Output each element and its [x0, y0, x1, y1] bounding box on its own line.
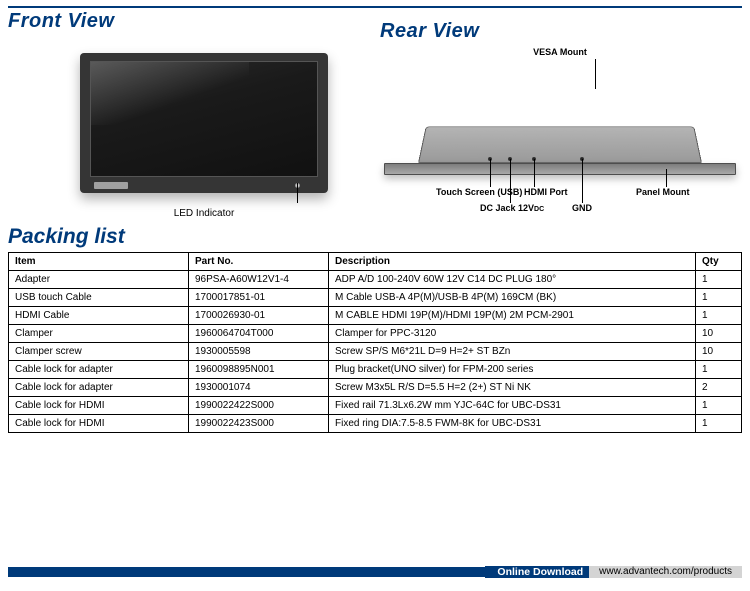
packing-list-table: Item Part No. Description Qty Adapter96P… [8, 252, 742, 433]
cell-desc: Fixed ring DIA:7.5-8.5 FWM-8K for UBC-DS… [329, 415, 696, 433]
touch-screen-label: Touch Screen (USB) [436, 187, 522, 197]
cell-item: Cable lock for adapter [9, 361, 189, 379]
cell-item: USB touch Cable [9, 289, 189, 307]
dc-jack-label: DC Jack 12VDC [480, 203, 544, 213]
cell-desc: Plug bracket(UNO silver) for FPM-200 ser… [329, 361, 696, 379]
cell-part: 1930001074 [189, 379, 329, 397]
cell-desc: ADP A/D 100-240V 60W 12V C14 DC PLUG 180… [329, 271, 696, 289]
gnd-label: GND [572, 203, 592, 213]
cell-part: 1700017851-01 [189, 289, 329, 307]
panel-mount-label: Panel Mount [636, 187, 690, 197]
cell-qty: 1 [696, 397, 742, 415]
cell-desc: Clamper for PPC-3120 [329, 325, 696, 343]
cell-part: 1960064704T000 [189, 325, 329, 343]
online-download-label: Online Download [485, 566, 589, 578]
cell-part: 1960098895N001 [189, 361, 329, 379]
cell-qty: 10 [696, 325, 742, 343]
rear-view-title: Rear View [380, 20, 742, 43]
col-part-header: Part No. [189, 253, 329, 271]
cell-part: 1930005598 [189, 343, 329, 361]
cell-item: Cable lock for HDMI [9, 415, 189, 433]
cell-qty: 1 [696, 289, 742, 307]
front-view-title: Front View [8, 10, 370, 33]
cell-desc: Screw M3x5L R/S D=5.5 H=2 (2+) ST Ni NK [329, 379, 696, 397]
col-item-header: Item [9, 253, 189, 271]
cell-item: Adapter [9, 271, 189, 289]
cell-qty: 1 [696, 361, 742, 379]
cell-part: 96PSA-A60W12V1-4 [189, 271, 329, 289]
cell-desc: Screw SP/S M6*21L D=9 H=2+ ST BZn [329, 343, 696, 361]
cell-desc: Fixed rail 71.3Lx6.2W mm YJC-64C for UBC… [329, 397, 696, 415]
cell-item: Clamper [9, 325, 189, 343]
cell-desc: M CABLE HDMI 19P(M)/HDMI 19P(M) 2M PCM-2… [329, 307, 696, 325]
table-row: Clamper screw1930005598Screw SP/S M6*21L… [9, 343, 742, 361]
table-row: Cable lock for adapter1930001074Screw M3… [9, 379, 742, 397]
cell-part: 1700026930-01 [189, 307, 329, 325]
table-row: USB touch Cable1700017851-01M Cable USB-… [9, 289, 742, 307]
led-indicator-label: LED Indicator [80, 208, 328, 219]
table-row: Cable lock for HDMI1990022422S000Fixed r… [9, 397, 742, 415]
cell-item: Cable lock for adapter [9, 379, 189, 397]
front-view-image: LED Indicator [8, 35, 370, 215]
table-row: Cable lock for HDMI1990022423S000Fixed r… [9, 415, 742, 433]
packing-list-title: Packing list [8, 225, 742, 249]
cell-item: Cable lock for HDMI [9, 397, 189, 415]
hdmi-port-label: HDMI Port [524, 187, 568, 197]
table-row: Adapter96PSA-A60W12V1-4ADP A/D 100-240V … [9, 271, 742, 289]
cell-part: 1990022423S000 [189, 415, 329, 433]
col-desc-header: Description [329, 253, 696, 271]
table-row: HDMI Cable1700026930-01M CABLE HDMI 19P(… [9, 307, 742, 325]
table-row: Clamper1960064704T000Clamper for PPC-312… [9, 325, 742, 343]
cell-qty: 2 [696, 379, 742, 397]
vesa-mount-label: VESA Mount [380, 47, 740, 57]
footer-bar: Online Download www.advantech.com/produc… [8, 567, 742, 581]
rear-view-image: VESA Mount Touch Screen (USB) HDMI Port [380, 45, 740, 217]
cell-qty: 10 [696, 343, 742, 361]
cell-part: 1990022422S000 [189, 397, 329, 415]
cell-item: HDMI Cable [9, 307, 189, 325]
table-row: Cable lock for adapter1960098895N001Plug… [9, 361, 742, 379]
col-qty-header: Qty [696, 253, 742, 271]
cell-item: Clamper screw [9, 343, 189, 361]
cell-qty: 1 [696, 271, 742, 289]
cell-qty: 1 [696, 415, 742, 433]
cell-qty: 1 [696, 307, 742, 325]
online-download-url[interactable]: www.advantech.com/products [589, 566, 742, 578]
cell-desc: M Cable USB-A 4P(M)/USB-B 4P(M) 169CM (B… [329, 289, 696, 307]
